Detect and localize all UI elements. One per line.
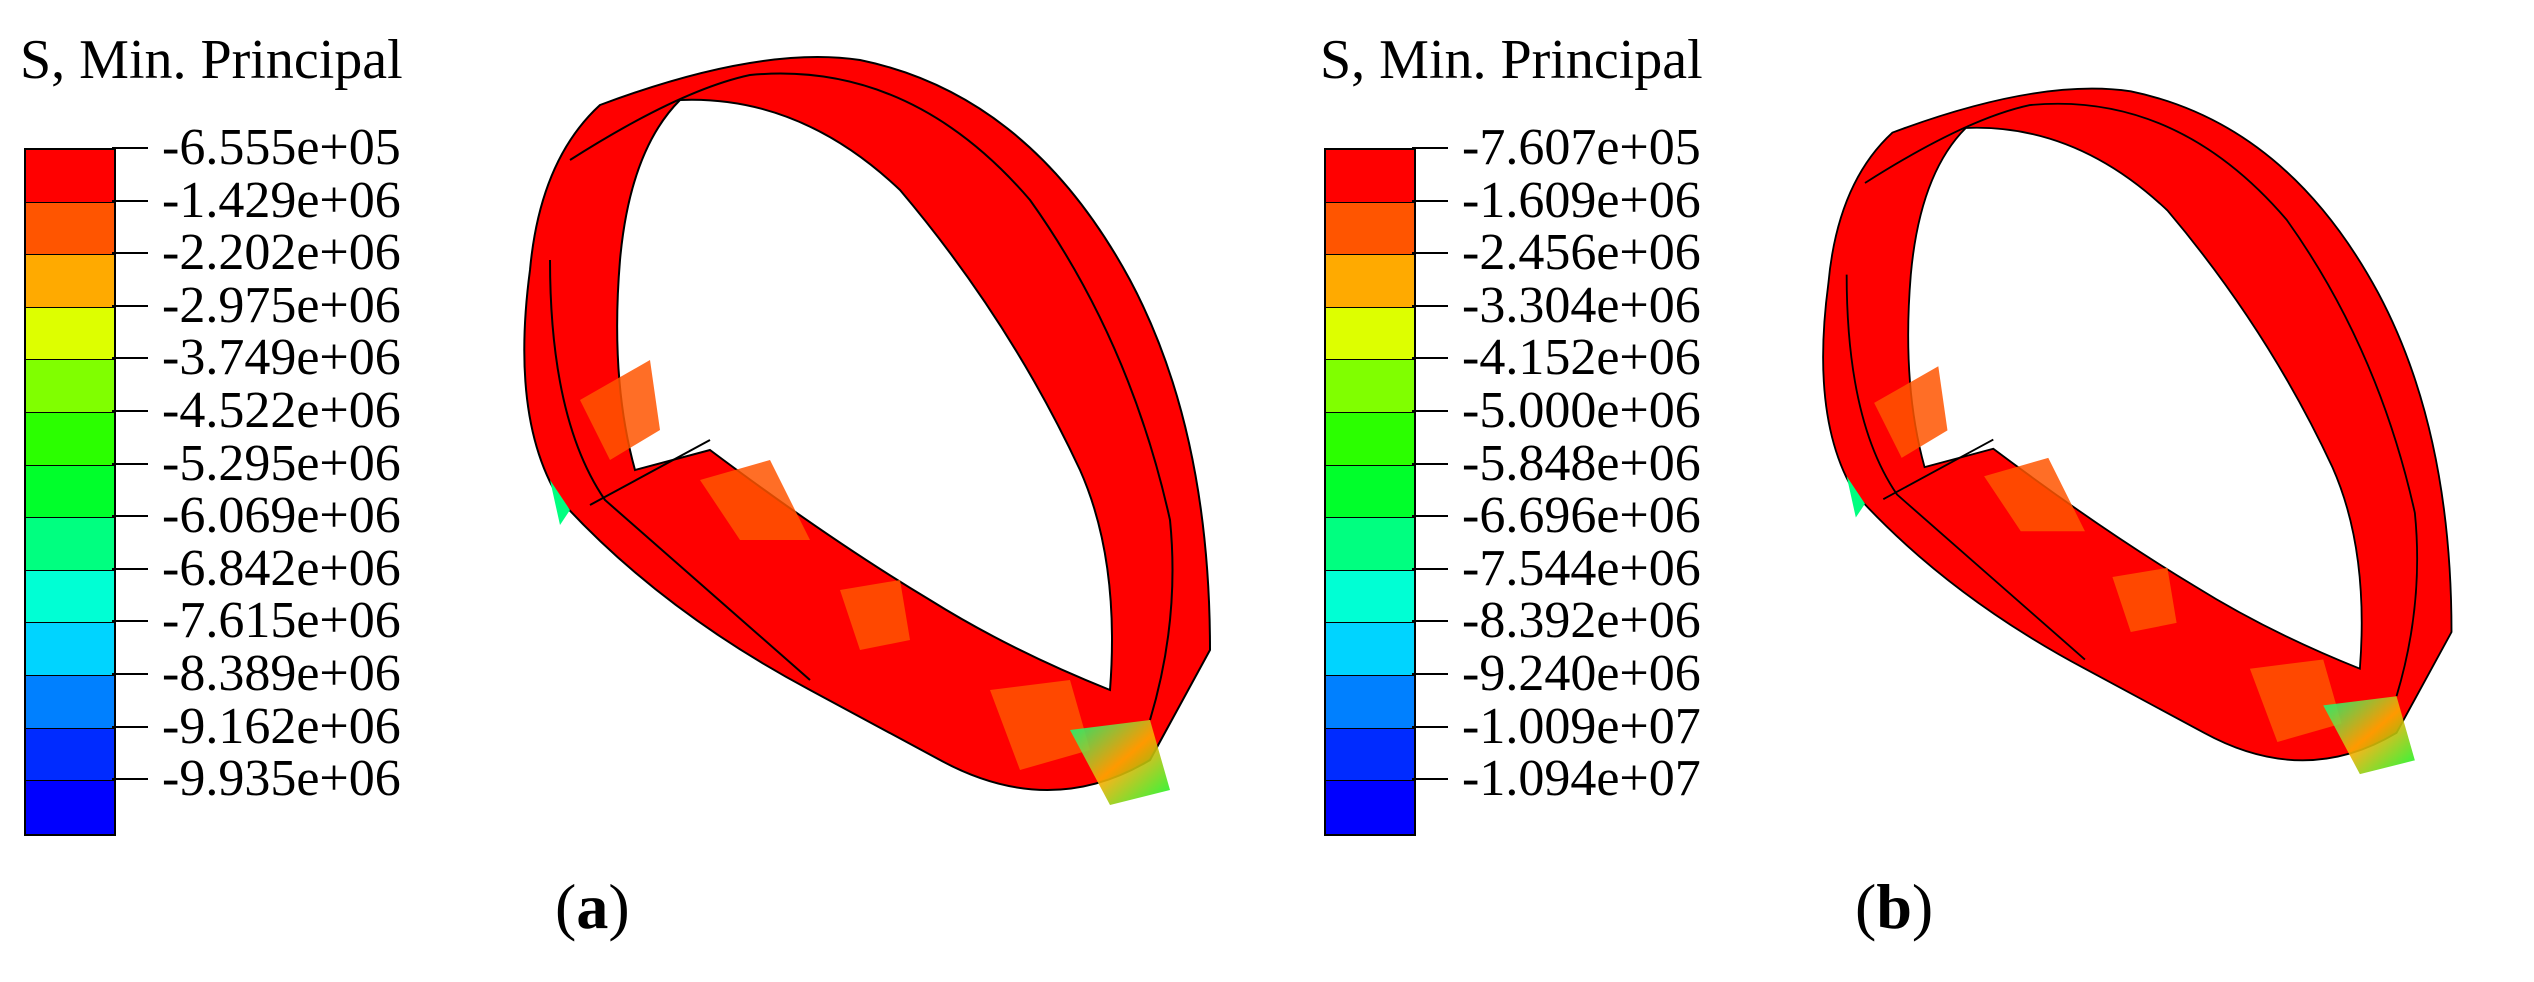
panel-b: S, Min. Principal -7.607e+05 -1.609e+06 -2… — [1300, 0, 2534, 982]
legend-tick — [112, 778, 148, 781]
legend-value-label: -5.000e+06 — [1462, 382, 1701, 439]
legend-value-label: -7.607e+05 — [1462, 119, 1701, 176]
legend-swatch — [1326, 465, 1414, 519]
legend-tick — [1412, 673, 1448, 675]
legend-tick — [112, 199, 148, 202]
legend-tick — [112, 462, 148, 465]
legend-swatch — [1326, 623, 1414, 676]
legend-value-label: -5.295e+06 — [162, 434, 401, 492]
legend-value-label: -8.389e+06 — [162, 645, 401, 702]
legend-swatch — [1326, 150, 1414, 203]
legend-tick — [1412, 462, 1448, 465]
legend-swatch — [26, 150, 114, 203]
legend-tick — [1412, 199, 1448, 202]
panel-a: S, Min. Principal -6.555e+05 -1.429e+06 -2… — [20, 29, 1212, 942]
legend-tick — [1412, 147, 1448, 149]
legend-swatch — [26, 518, 114, 571]
legend-color-bar — [1324, 148, 1416, 836]
legend-swatch — [1326, 728, 1414, 782]
legend-swatch — [1326, 675, 1414, 729]
legend-swatch — [1326, 781, 1414, 834]
legend-tick — [1412, 620, 1448, 623]
legend-tick — [112, 567, 148, 570]
legend-tick — [112, 725, 148, 728]
legend-value-label: -2.456e+06 — [1462, 224, 1701, 282]
legend-value-label: -8.392e+06 — [1462, 592, 1701, 650]
legend-swatch — [26, 781, 114, 834]
caption-a: (a) — [555, 871, 630, 942]
legend-value-label: -6.842e+06 — [162, 539, 401, 597]
legend-value-label: -1.094e+07 — [1462, 750, 1701, 808]
legend-value-label: -7.615e+06 — [162, 592, 401, 650]
legend-swatch — [26, 307, 114, 361]
legend-value-label: -1.009e+07 — [1462, 697, 1701, 755]
legend-swatch — [26, 465, 114, 519]
legend-value-label: -1.429e+06 — [162, 171, 401, 229]
ring-inner-opening — [1907, 126, 2363, 671]
legend-value-label: -3.749e+06 — [162, 329, 401, 387]
caption-b: (b) — [1855, 871, 1934, 942]
stress-contour-ring — [1822, 87, 2453, 775]
legend-swatch — [1326, 307, 1414, 361]
legend-tick — [1412, 410, 1448, 412]
legend-title: S, Min. Principal — [1320, 29, 1703, 91]
legend-value-label: -9.162e+06 — [162, 697, 401, 755]
legend-value-label: -3.304e+06 — [1462, 276, 1701, 334]
caption-letter: a — [576, 871, 609, 942]
legend-tick — [1412, 515, 1448, 518]
legend-tick — [1412, 725, 1448, 728]
legend-value-label: -5.848e+06 — [1462, 434, 1701, 492]
legend-swatch — [26, 202, 114, 256]
legend-swatch — [1326, 570, 1414, 624]
legend-swatch — [1326, 202, 1414, 256]
legend-swatch — [26, 255, 114, 308]
legend-tick — [112, 304, 148, 307]
legend-tick — [112, 515, 148, 518]
stress-contour-ring — [523, 56, 1212, 805]
legend-value-label: -2.202e+06 — [162, 224, 401, 282]
legend-swatch — [26, 570, 114, 624]
legend-swatch — [26, 623, 114, 676]
legend-color-bar — [24, 148, 116, 836]
legend-swatch — [1326, 518, 1414, 571]
legend-value-label: -9.935e+06 — [162, 750, 401, 808]
legend-swatch — [1326, 255, 1414, 308]
legend-value-label: -2.975e+06 — [162, 276, 401, 334]
legend-tick — [1412, 304, 1448, 307]
legend-tick — [112, 410, 148, 412]
legend-tick — [112, 673, 148, 675]
legend-title: S, Min. Principal — [20, 29, 403, 91]
legend-value-label: -4.152e+06 — [1462, 329, 1701, 387]
legend-swatch — [1326, 412, 1414, 466]
legend-tick — [112, 252, 148, 255]
legend-swatch — [26, 412, 114, 466]
caption-letter: b — [1876, 871, 1912, 942]
legend-value-label: -6.696e+06 — [1462, 487, 1701, 545]
legend-swatch — [26, 675, 114, 729]
legend-tick — [1412, 357, 1448, 360]
ring-inner-opening — [616, 98, 1113, 692]
legend-tick — [1412, 778, 1448, 781]
legend-swatch — [26, 360, 114, 413]
legend-tick — [112, 357, 148, 360]
legend-value-label: -6.069e+06 — [162, 487, 401, 545]
legend-swatch — [1326, 360, 1414, 413]
legend-swatch — [26, 728, 114, 782]
legend-tick — [1412, 252, 1448, 255]
legend-tick — [112, 147, 148, 149]
legend-value-label: -1.609e+06 — [1462, 171, 1701, 229]
legend-value-label: -4.522e+06 — [162, 382, 401, 439]
legend-tick — [112, 620, 148, 623]
legend-value-label: -9.240e+06 — [1462, 645, 1701, 702]
legend-value-label: -6.555e+05 — [162, 119, 401, 176]
legend-value-label: -7.544e+06 — [1462, 539, 1701, 597]
legend-tick — [1412, 567, 1448, 570]
